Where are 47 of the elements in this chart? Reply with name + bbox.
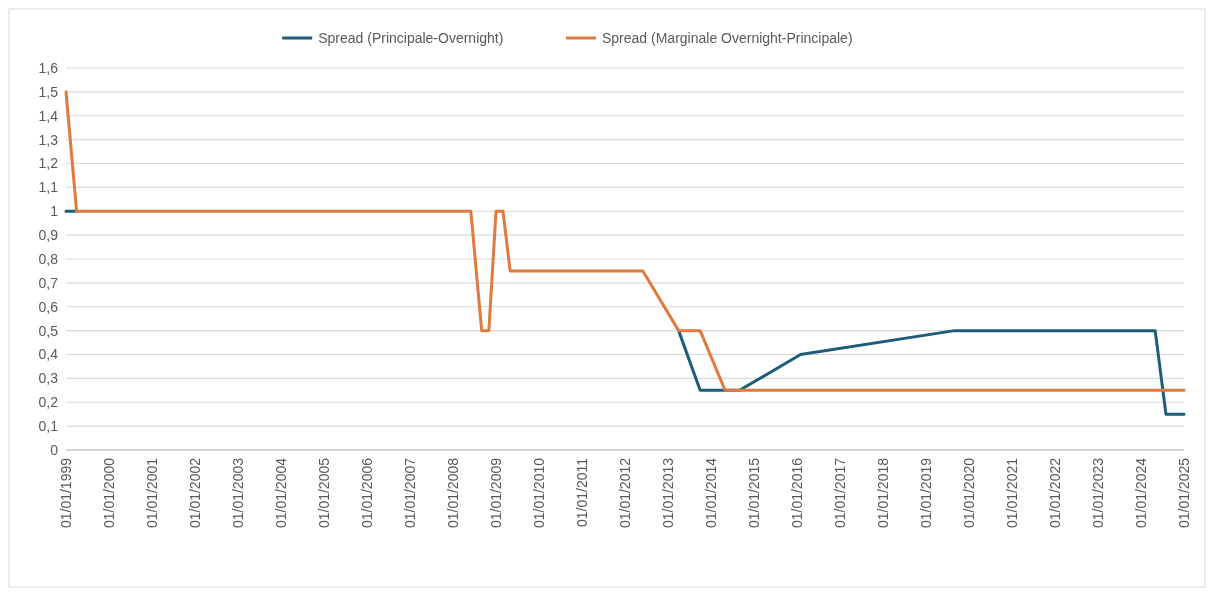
x-tick-label: 01/01/2009 <box>487 457 504 529</box>
x-tick-label: 01/01/2018 <box>874 457 891 529</box>
y-tick-label: 0,9 <box>38 227 59 244</box>
x-tick-label: 01/01/2017 <box>831 457 848 529</box>
x-tick-label: 01/01/2006 <box>358 457 375 529</box>
y-tick-label: 1,3 <box>38 131 59 148</box>
y-tick-label: 1,5 <box>38 83 59 100</box>
y-tick-label: 1 <box>50 203 59 220</box>
y-tick-label: 0,5 <box>38 322 59 339</box>
y-tick-label: 1,6 <box>38 59 59 76</box>
x-tick-label: 01/01/2001 <box>143 457 160 529</box>
x-tick-label: 01/01/2002 <box>186 457 203 529</box>
x-tick-label: 01/01/2019 <box>917 457 934 529</box>
x-tick-label: 01/01/2016 <box>788 457 805 529</box>
x-tick-label: 01/01/2025 <box>1175 457 1192 529</box>
y-tick-label: 0,2 <box>38 394 59 411</box>
y-tick-label: 0,4 <box>38 346 59 363</box>
x-tick-label: 01/01/2013 <box>659 457 676 529</box>
y-tick-label: 1,1 <box>38 179 59 196</box>
x-tick-label: 01/01/2020 <box>960 457 977 529</box>
x-tick-label: 01/01/2015 <box>745 457 762 529</box>
y-tick-label: 0 <box>50 441 59 458</box>
x-tick-label: 01/01/2021 <box>1003 457 1020 529</box>
x-tick-label: 01/01/2024 <box>1132 457 1149 529</box>
y-tick-label: 0,7 <box>38 274 59 291</box>
legend-label: Spread (Principale-Overnight) <box>318 29 504 46</box>
x-tick-label: 01/01/2003 <box>229 457 246 529</box>
x-tick-label: 01/01/2011 <box>573 457 590 528</box>
y-tick-label: 0,6 <box>38 298 59 315</box>
legend-label: Spread (Marginale Overnight-Principale) <box>602 29 853 46</box>
x-tick-label: 01/01/2022 <box>1046 457 1063 529</box>
line-series <box>64 90 1186 392</box>
y-tick-label: 0,3 <box>38 370 59 387</box>
x-tick-label: 01/01/2005 <box>315 457 332 529</box>
y-tick-label: 0,1 <box>38 418 59 435</box>
x-tick-label: 01/01/2012 <box>616 457 633 529</box>
x-tick-label: 01/01/2014 <box>702 457 719 529</box>
x-tick-label: 01/01/2023 <box>1089 457 1106 529</box>
x-tick-label: 01/01/2004 <box>272 457 289 529</box>
x-tick-label: 01/01/2008 <box>444 457 461 529</box>
x-tick-label: 01/01/2007 <box>401 457 418 529</box>
x-tick-label: 01/01/2000 <box>100 457 117 529</box>
x-tick-label: 01/01/1999 <box>57 457 74 529</box>
x-tick-label: 01/01/2010 <box>530 457 547 529</box>
y-tick-label: 1,4 <box>38 107 59 124</box>
y-tick-label: 1,2 <box>38 155 59 172</box>
y-tick-label: 0,8 <box>38 250 59 267</box>
